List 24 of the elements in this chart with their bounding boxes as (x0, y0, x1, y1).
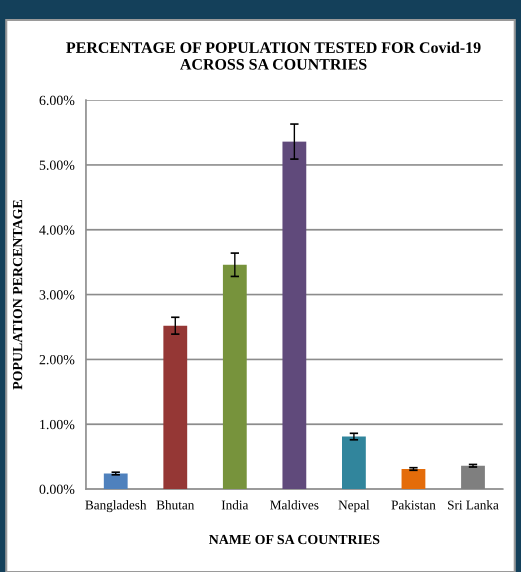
x-tick-label: Pakistan (391, 500, 436, 510)
chart-title: PERCENTAGE OF POPULATION TESTED FOR Covid-19 ACROSS SA COUNTRIES (66, 42, 481, 70)
y-tick-label: 6.00% (40, 96, 74, 106)
y-tick-label: 5.00% (40, 160, 74, 170)
bar (402, 468, 426, 490)
bar (222, 264, 247, 490)
y-tick-label: 3.00% (40, 290, 74, 300)
x-tick-label: Sri Lanka (448, 500, 499, 510)
x-tick-label: Bhutan (156, 500, 194, 510)
x-tick-label: India (222, 500, 248, 510)
y-tick-label: 1.00% (40, 420, 74, 430)
bar (282, 142, 306, 490)
y-axis-title: POPULATION PERCENTAGE (12, 200, 22, 390)
x-tick-label: Bangladesh (85, 500, 146, 512)
y-tick-label: 4.00% (39, 225, 74, 235)
bar (104, 474, 128, 490)
x-tick-label: Maldives (270, 500, 318, 510)
y-tick-label: 0.00% (40, 484, 74, 494)
bar (342, 436, 366, 490)
bar (461, 466, 485, 490)
bar (163, 326, 188, 490)
y-tick-label: 2.00% (40, 354, 74, 364)
x-tick-label: Nepal (338, 500, 370, 512)
x-axis-title: NAME OF SA COUNTRIES (209, 534, 380, 544)
